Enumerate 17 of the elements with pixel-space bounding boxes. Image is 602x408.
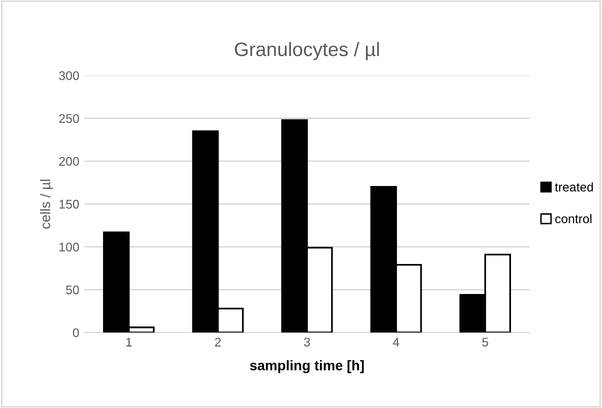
y-tick-label: 100	[60, 242, 79, 252]
y-axis-title: cells / µl	[40, 180, 54, 229]
x-tick-label: 2	[215, 338, 221, 346]
chart-title: Granulocytes / µl	[234, 42, 379, 60]
y-tick-label: 300	[59, 71, 79, 80]
x-axis-title: sampling time [h]	[250, 360, 364, 374]
y-tick-label: 250	[59, 114, 79, 123]
x-tick-label: 4	[392, 338, 400, 346]
y-tick-label: 50	[66, 285, 79, 294]
x-tick-label: 1	[126, 338, 132, 346]
y-tick-label: 200	[59, 156, 79, 166]
y-tick-label: 0	[72, 328, 79, 338]
x-tick-label: 3	[304, 338, 310, 347]
x-tick-label: 5	[482, 338, 488, 347]
legend-label: control	[555, 214, 592, 224]
y-tick-label: 150	[60, 200, 79, 209]
legend-label: treated	[554, 182, 593, 192]
